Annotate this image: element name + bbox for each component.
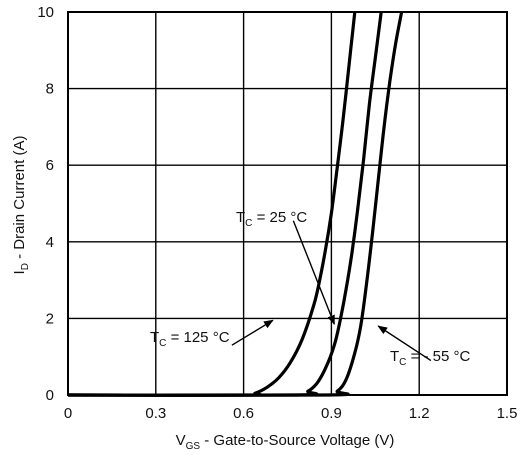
annotation-tc-25: TC = 25 °C [236,209,335,326]
annotation-tc-minus55-text: TC = - 55 °C [390,348,471,368]
x-tick-label: 1.2 [409,405,430,422]
x-tick-label: 0 [64,405,72,422]
series-tc-125 [67,11,357,397]
grid-lines [67,11,508,396]
annotation-tc-minus55: TC = - 55 °C [377,325,471,368]
annotation-tc-125-text: TC = 125 °C [150,329,230,349]
y-tick-label: 6 [46,157,54,174]
x-tick-label: 0.9 [321,405,342,422]
y-tick-label: 2 [46,310,54,327]
y-tick-label: 10 [37,4,54,21]
annotation-tc-minus55-arrow [377,325,432,362]
tick-labels: 0 0.3 0.6 0.9 1.2 1.5 0 2 4 6 8 10 [37,4,517,422]
annotations: TC = 25 °C TC = 125 °C TC = - 55 °C [150,209,471,368]
annotation-tc-125-arrow [231,319,274,346]
x-tick-label: 0.6 [233,405,254,422]
x-tick-label: 0.3 [145,405,166,422]
annotation-tc-25-text: TC = 25 °C [236,209,307,229]
x-axis-label: VGS - Gate-to-Source Voltage (V) [176,432,395,452]
annotation-tc-125: TC = 125 °C [150,319,274,349]
y-tick-label: 0 [46,387,54,404]
y-tick-label: 8 [46,81,54,98]
y-tick-label: 4 [46,234,54,251]
plot-frame [67,11,508,396]
x-tick-label: 1.5 [497,405,518,422]
annotation-tc-25-arrow [292,220,335,326]
y-axis-label: ID - Drain Current (A) [11,136,31,275]
series-lines [67,11,404,397]
series-tc-minus55 [67,11,404,397]
